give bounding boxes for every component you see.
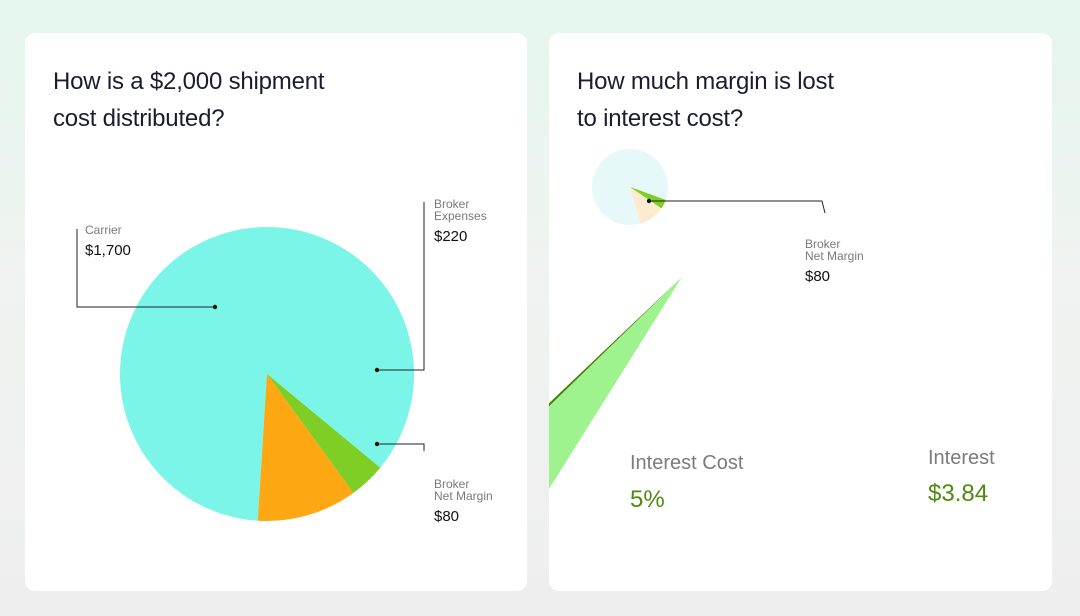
leader-line-carrier — [76, 229, 215, 308]
slice-label-line: Broker — [805, 237, 840, 251]
slice-value-broker-expenses: $220 — [434, 228, 467, 245]
interest-margin-title: How much margin is lost to interest cost? — [577, 68, 834, 132]
pie-slice-broker-net-margin — [267, 374, 381, 493]
interest-cost-label: Interest Cost — [630, 452, 744, 474]
interest-margin-chart: Broker Net Margin $80 Interest Cost 5% Intere… — [549, 148, 995, 513]
mini-pie-slice-broker-expenses — [630, 187, 662, 224]
slice-label-line: Broker — [434, 477, 469, 491]
pie-slice-broker-expenses — [257, 374, 354, 522]
interest-cost-value: 5% — [630, 486, 665, 513]
interest-value: $3.84 — [928, 480, 988, 507]
slice-label-broker-net-margin: Broker Net Margin — [434, 477, 493, 503]
leader-line-broker-net-margin — [377, 443, 425, 451]
pie-slice-carrier — [120, 227, 415, 521]
breakout-slice-remaining-margin — [549, 277, 682, 490]
slice-label-line: Expenses — [434, 209, 487, 223]
leader-line-broker-expenses — [377, 202, 425, 371]
slice-value-broker-net-margin: $80 — [434, 508, 459, 525]
leader-dot-broker-expenses — [374, 367, 380, 373]
mini-slice-value-broker-net-margin: $80 — [805, 268, 830, 285]
slice-label-line: Carrier — [85, 223, 122, 237]
leader-line-broker-net-margin — [649, 200, 826, 214]
mini-slice-label-broker-net-margin: Broker Net Margin — [805, 237, 864, 263]
mini-pie-slice-carrier — [591, 148, 668, 225]
interest-label: Interest — [928, 447, 995, 469]
slice-label-line: Net Margin — [805, 249, 864, 263]
mini-pie-slice-broker-net-margin — [630, 187, 666, 209]
slice-label-line: Broker — [434, 197, 469, 211]
leader-dot-broker-net-margin — [374, 441, 380, 447]
shipment-cost-title: How is a $2,000 shipment cost distributed… — [53, 68, 325, 132]
slice-label-broker-expenses: Broker Expenses — [434, 197, 487, 223]
slice-label-line: Net Margin — [434, 489, 493, 503]
slice-value-carrier: $1,700 — [85, 242, 131, 259]
interest-margin-card: How much margin is lost to interest cost?… — [549, 33, 1052, 591]
leader-dot-broker-net-margin — [646, 198, 652, 204]
leader-dot-carrier — [212, 304, 218, 310]
shipment-cost-card: How is a $2,000 shipment cost distributed… — [25, 33, 527, 591]
slice-label-carrier: Carrier — [85, 223, 122, 237]
